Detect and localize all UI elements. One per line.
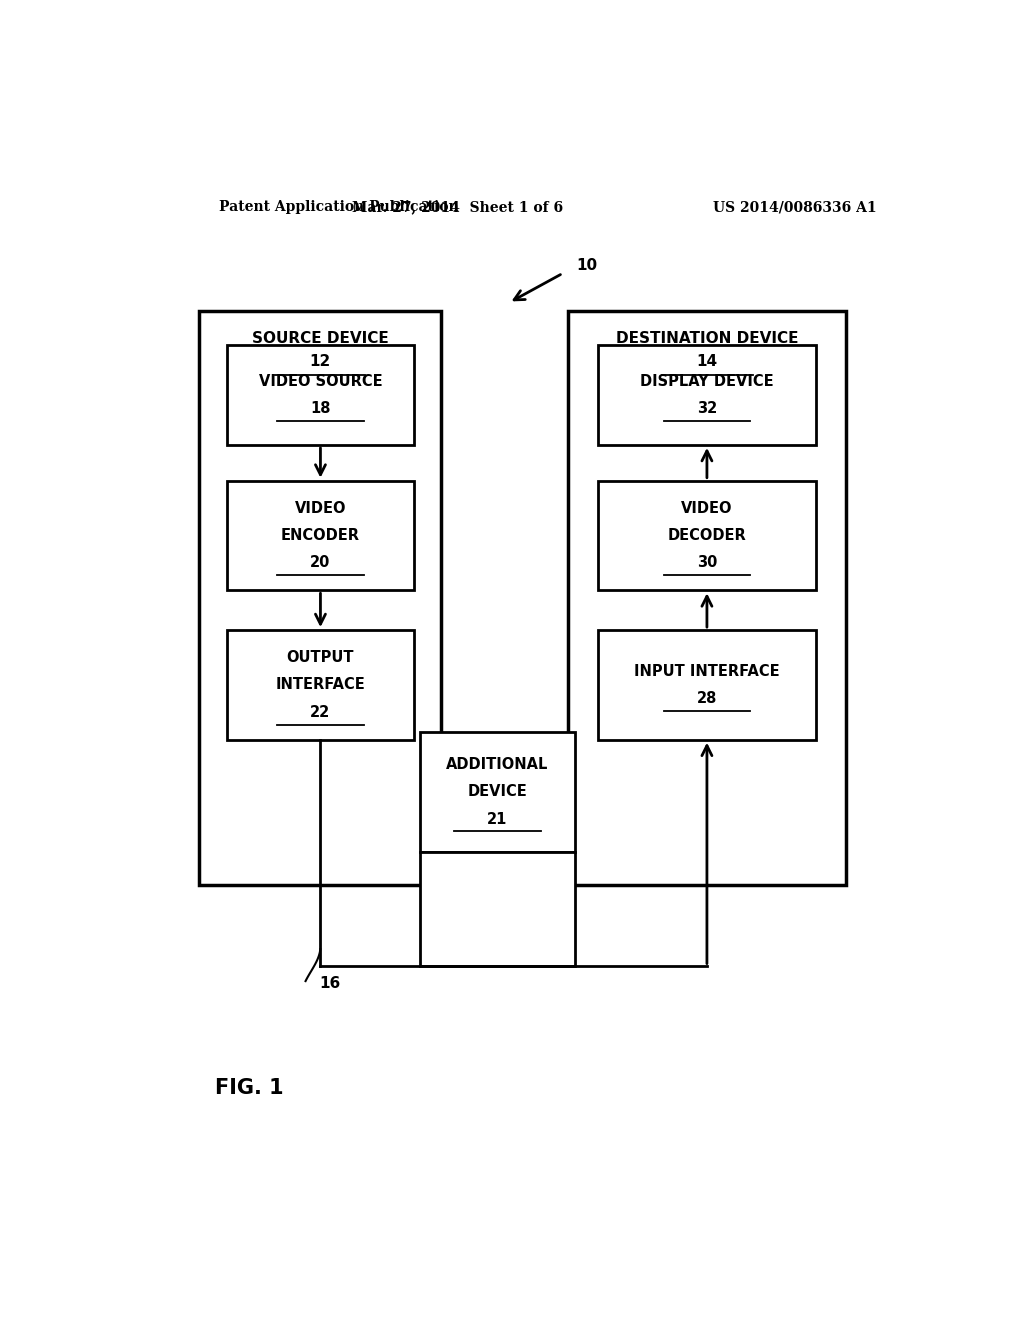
Text: Mar. 27, 2014  Sheet 1 of 6: Mar. 27, 2014 Sheet 1 of 6 [352, 201, 563, 214]
Text: ENCODER: ENCODER [281, 528, 360, 543]
Text: 30: 30 [696, 556, 717, 570]
Text: VIDEO SOURCE: VIDEO SOURCE [259, 374, 382, 389]
Text: 18: 18 [310, 401, 331, 416]
Text: 10: 10 [577, 257, 598, 273]
Text: OUTPUT: OUTPUT [287, 649, 354, 665]
Bar [598, 630, 816, 739]
Text: DECODER: DECODER [668, 528, 746, 543]
Text: VIDEO: VIDEO [681, 500, 733, 516]
Text: ADDITIONAL: ADDITIONAL [446, 756, 549, 772]
Text: SOURCE DEVICE: SOURCE DEVICE [252, 331, 388, 346]
Bar [420, 851, 574, 966]
Bar [227, 630, 414, 739]
Text: DEVICE: DEVICE [468, 784, 527, 799]
Text: 14: 14 [696, 354, 718, 370]
Text: FIG. 1: FIG. 1 [215, 1078, 284, 1098]
Text: Patent Application Publication: Patent Application Publication [219, 201, 459, 214]
Text: 16: 16 [319, 975, 341, 990]
Text: 32: 32 [696, 401, 717, 416]
Text: INPUT INTERFACE: INPUT INTERFACE [634, 664, 779, 678]
Bar [227, 480, 414, 590]
Text: DESTINATION DEVICE: DESTINATION DEVICE [616, 331, 799, 346]
Bar [598, 346, 816, 445]
Bar [227, 346, 414, 445]
Text: 21: 21 [487, 812, 508, 826]
Text: 28: 28 [696, 692, 717, 706]
Bar [200, 312, 441, 886]
Text: INTERFACE: INTERFACE [275, 677, 366, 693]
Text: US 2014/0086336 A1: US 2014/0086336 A1 [713, 201, 877, 214]
Bar [420, 731, 574, 851]
Text: VIDEO: VIDEO [295, 500, 346, 516]
Bar [598, 480, 816, 590]
Text: DISPLAY DEVICE: DISPLAY DEVICE [640, 374, 774, 389]
Bar [568, 312, 846, 886]
Text: 12: 12 [309, 354, 331, 370]
Text: 22: 22 [310, 705, 331, 719]
Text: 20: 20 [310, 556, 331, 570]
